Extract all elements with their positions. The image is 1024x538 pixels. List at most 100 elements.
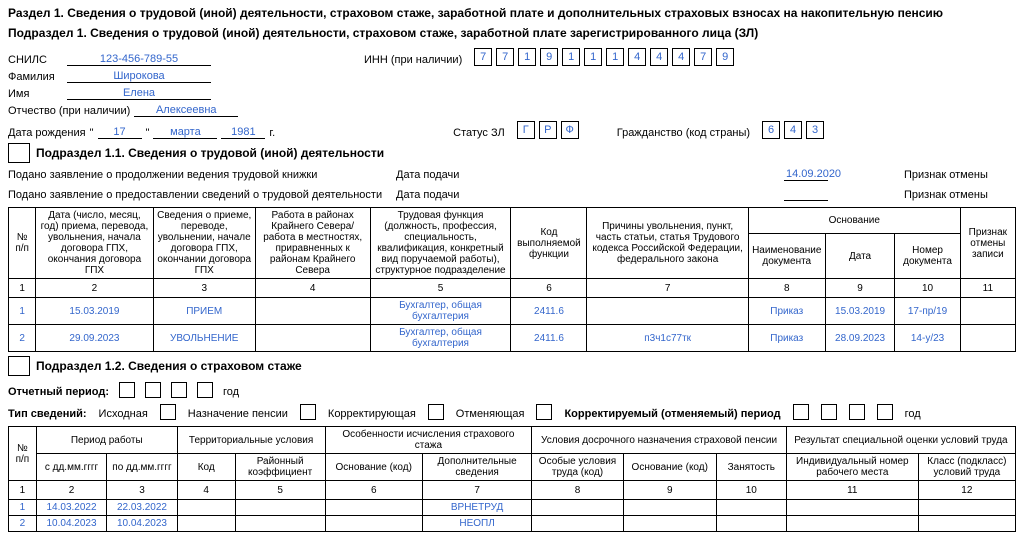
filing1-date-input[interactable]: 14.09.2020 [784,168,828,181]
char-box[interactable]: 7 [496,48,514,66]
char-box[interactable]: 1 [562,48,580,66]
char-box[interactable]: Р [539,121,557,139]
citizenship-boxes[interactable]: 643 [762,121,824,139]
info-type-label: Тип сведений: [8,408,87,420]
char-box[interactable]: 1 [584,48,602,66]
char-box[interactable]: 4 [628,48,646,66]
filing1-date-label: Дата подачи [396,169,776,181]
sub12-title: Подраздел 1.2. Сведения о страховом стаж… [36,359,302,373]
imya-input[interactable]: Елена [67,87,211,100]
t1-h-event: Сведения о приеме, переводе, увольнении,… [153,208,255,279]
otch-input[interactable]: Алексеевна [134,104,238,117]
report-period-label: Отчетный период: [8,386,109,398]
char-box[interactable]: 4 [672,48,690,66]
table-2: № п/п Период работы Территориальные усло… [8,426,1016,532]
t2-h-class: Класс (подкласс) условий труда [918,454,1015,481]
dob-month-input[interactable]: марта [153,126,217,139]
sub12-checkbox[interactable] [8,356,30,376]
year-g: г. [269,127,275,139]
dob-day-input[interactable]: 17 [98,126,142,139]
filing2-date-input[interactable] [784,200,828,201]
filing2-label: Подано заявление о предоставлении сведен… [8,189,388,201]
cp-box4[interactable] [877,404,893,420]
t2-h-coef: Районный коэффициент [235,454,325,481]
rp-box1[interactable] [119,382,135,398]
table-1: № п/п Дата (число, месяц, год) приема, п… [8,207,1016,352]
t2-h-feat: Особенности исчисления страхового стажа [325,427,532,454]
table-row: 114.03.202222.03.2022ВРНЕТРУД [9,500,1016,516]
t1-h-reason: Причины увольнения, пункт, часть статьи,… [587,208,748,279]
t2-h-from: с дд.мм.гггг [36,454,106,481]
corr-period-label: Корректируемый (отменяемый) период [564,408,780,420]
t1-h-func: Трудовая функция (должность, профессия, … [370,208,511,279]
fam-input[interactable]: Широкова [67,70,211,83]
rp-box4[interactable] [197,382,213,398]
dob-label: Дата рождения [8,127,86,139]
inn-label: ИНН (при наличии) [364,54,462,66]
correcting-box[interactable] [428,404,444,420]
initial-label: Исходная [99,408,148,420]
char-box[interactable]: 4 [650,48,668,66]
status-zl-boxes[interactable]: ГРФ [517,121,579,139]
t1-h-north: Работа в районах Крайнего Севера/работа … [255,208,370,279]
t1-h-docdate: Дата [825,234,895,279]
char-box[interactable]: Ф [561,121,579,139]
inn-boxes[interactable]: 771911144479 [474,48,734,66]
t1-h-code: Код выполняемой функции [511,208,587,279]
rp-box3[interactable] [171,382,187,398]
char-box[interactable]: 7 [694,48,712,66]
sub11-title: Подраздел 1.1. Сведения о трудовой (иной… [36,146,384,160]
filing2-date-label: Дата подачи [396,189,776,201]
imya-label: Имя [8,88,63,100]
pension-box[interactable] [300,404,316,420]
t1-h-np: № п/п [9,208,36,279]
status-zl-label: Статус ЗЛ [453,127,505,139]
t2-h-early: Условия досрочного назначения страховой … [532,427,787,454]
rp-box2[interactable] [145,382,161,398]
t2-h-employ: Занятость [716,454,786,481]
char-box[interactable]: 1 [606,48,624,66]
char-box[interactable]: 6 [762,121,780,139]
t2-h-to: по дд.мм.гггг [107,454,177,481]
filing2-cancel-label: Признак отмены [904,189,1024,201]
snils-label: СНИЛС [8,54,63,66]
snils-input[interactable]: 123-456-789-55 [67,53,211,66]
dob-year-input[interactable]: 1981 [221,126,265,139]
citizenship-label: Гражданство (код страны) [617,127,750,139]
otch-label: Отчество (при наличии) [8,105,130,117]
pension-label: Назначение пенсии [188,408,288,420]
sub11-checkbox[interactable] [8,143,30,163]
char-box[interactable]: Г [517,121,535,139]
table-row: 229.09.2023УВОЛЬНЕНИЕБухгалтер, общая бу… [9,325,1016,352]
t1-h-basis: Основание [748,208,960,234]
t2-h-terr: Территориальные условия [177,427,325,454]
char-box[interactable]: 3 [806,121,824,139]
cp-box2[interactable] [821,404,837,420]
cancelling-box[interactable] [536,404,552,420]
filing1-label: Подано заявление о продолжении ведения т… [8,169,388,181]
table-row: 210.04.202310.04.2023НЕОПЛ [9,516,1016,532]
quote2: " [146,127,150,139]
t2-h-period: Период работы [36,427,177,454]
initial-box[interactable] [160,404,176,420]
t2-h-sout: Результат специальной оценки условий тру… [786,427,1015,454]
char-box[interactable]: 9 [716,48,734,66]
char-box[interactable]: 1 [518,48,536,66]
t2-h-addl: Дополнительные сведения [422,454,531,481]
char-box[interactable]: 9 [540,48,558,66]
rp-year-word: год [223,386,239,398]
t2-h-bcode2: Основание (код) [623,454,716,481]
cp-box3[interactable] [849,404,865,420]
cancelling-label: Отменяющая [456,408,525,420]
t1-h-cancel: Признак отмены записи [960,208,1015,279]
char-box[interactable]: 4 [784,121,802,139]
fam-label: Фамилия [8,71,63,83]
t2-h-bcode: Основание (код) [325,454,422,481]
char-box[interactable]: 7 [474,48,492,66]
t1-h-docname: Наименование документа [748,234,825,279]
t2-h-indiv: Индивидуальный номер рабочего места [786,454,918,481]
subsection-1-title: Подраздел 1. Сведения о трудовой (иной) … [8,26,1016,40]
t1-h-docnum: Номер документа [895,234,960,279]
t2-h-np: № п/п [9,427,37,481]
cp-box1[interactable] [793,404,809,420]
